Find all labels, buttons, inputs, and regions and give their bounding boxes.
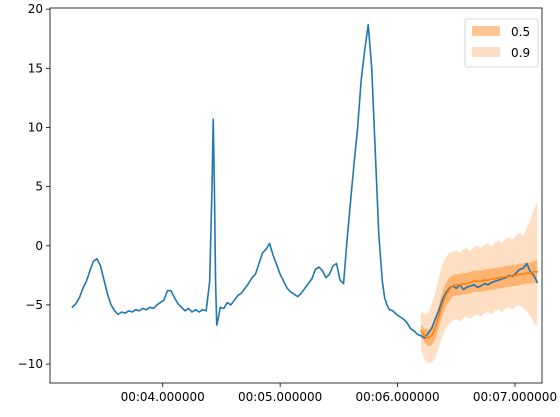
plot-frame [49,7,543,384]
legend-label-1: 0.9 [511,46,530,60]
series-line-1 [420,270,539,339]
y-tick-label-3: 5 [35,180,43,194]
x-tick-label-1: 00:05.000000 [238,390,322,404]
y-tick-label-5: 15 [28,61,43,75]
y-tick-label-1: −5 [25,298,43,312]
y-axis: −10 −5 0 5 10 15 20 [18,2,50,371]
x-tick-label-3: 00:07.000000 [473,390,557,404]
legend-swatch-1 [472,47,500,57]
x-tick-label-2: 00:06.000000 [355,390,439,404]
quantile-bands [421,202,538,363]
quantile-band-0.5 [421,259,538,347]
legend-box [464,18,539,68]
x-tick-label-0: 00:04.000000 [121,390,205,404]
y-tick-label-0: −10 [18,357,43,371]
series-lines [71,23,539,339]
legend: 0.5 0.9 [464,18,539,68]
legend-swatch-0 [472,26,500,36]
series-line-0 [71,23,539,339]
legend-label-0: 0.5 [511,25,530,39]
quantile-band-0.9 [421,202,538,363]
x-axis: 00:04.000000 00:05.000000 00:06.000000 00:0… [121,383,557,404]
y-tick-label-6: 20 [28,2,43,16]
y-tick-label-2: 0 [35,239,43,253]
y-tick-label-4: 10 [28,120,43,134]
